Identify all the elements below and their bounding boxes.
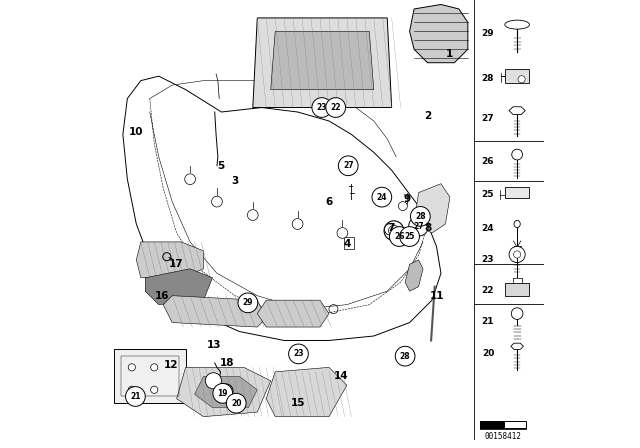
Text: 17: 17: [168, 259, 183, 269]
Text: 1: 1: [446, 49, 454, 59]
Polygon shape: [414, 184, 450, 233]
Circle shape: [312, 98, 332, 117]
Circle shape: [326, 98, 346, 117]
Text: 20: 20: [482, 349, 494, 358]
Text: 27: 27: [482, 114, 494, 123]
Text: 21: 21: [482, 317, 494, 326]
Circle shape: [388, 225, 399, 236]
Polygon shape: [271, 31, 374, 90]
Text: 16: 16: [155, 291, 170, 301]
Circle shape: [513, 251, 521, 258]
Text: 10: 10: [129, 127, 143, 137]
Text: 21: 21: [130, 392, 141, 401]
Circle shape: [400, 227, 419, 246]
Circle shape: [385, 224, 396, 235]
Circle shape: [205, 373, 221, 389]
Ellipse shape: [505, 20, 529, 29]
Text: 15: 15: [291, 398, 305, 408]
Text: 00158412: 00158412: [484, 432, 522, 441]
Polygon shape: [145, 269, 212, 305]
Text: 22: 22: [482, 286, 494, 295]
Text: 8: 8: [425, 223, 432, 233]
Text: 23: 23: [293, 349, 304, 358]
Text: 7: 7: [387, 224, 394, 233]
Text: 24: 24: [482, 224, 494, 233]
Circle shape: [238, 293, 258, 313]
Text: 18: 18: [220, 358, 234, 368]
Circle shape: [212, 196, 222, 207]
Text: 29: 29: [243, 298, 253, 307]
Text: 11: 11: [430, 291, 445, 301]
Text: 26: 26: [394, 232, 404, 241]
Polygon shape: [136, 242, 204, 278]
Text: 22: 22: [330, 103, 341, 112]
Circle shape: [372, 187, 392, 207]
Polygon shape: [511, 343, 524, 349]
Text: 26: 26: [482, 157, 494, 166]
Circle shape: [213, 383, 233, 403]
Circle shape: [150, 364, 158, 371]
Polygon shape: [163, 296, 266, 327]
Circle shape: [219, 384, 233, 398]
Text: 27: 27: [343, 161, 353, 170]
Text: 12: 12: [164, 360, 179, 370]
Circle shape: [337, 228, 348, 238]
Polygon shape: [177, 367, 271, 417]
Circle shape: [409, 216, 428, 236]
Circle shape: [410, 207, 430, 226]
Text: 24: 24: [376, 193, 387, 202]
Circle shape: [398, 202, 408, 211]
FancyBboxPatch shape: [505, 283, 529, 296]
Text: 28: 28: [415, 212, 426, 221]
Circle shape: [289, 344, 308, 364]
Text: 13: 13: [207, 340, 221, 350]
Polygon shape: [481, 421, 504, 428]
Circle shape: [339, 156, 358, 176]
Circle shape: [396, 346, 415, 366]
Text: 25: 25: [482, 190, 494, 199]
Polygon shape: [410, 4, 468, 63]
Text: 19: 19: [218, 389, 228, 398]
Circle shape: [185, 174, 195, 185]
Circle shape: [128, 364, 136, 371]
Text: 5: 5: [217, 161, 224, 171]
Polygon shape: [266, 367, 347, 417]
Polygon shape: [257, 300, 329, 327]
Circle shape: [125, 387, 145, 406]
Polygon shape: [114, 349, 186, 403]
Text: 4: 4: [343, 239, 351, 249]
Text: 9: 9: [404, 194, 411, 204]
Text: 2: 2: [424, 112, 431, 121]
FancyBboxPatch shape: [505, 69, 529, 83]
Circle shape: [248, 210, 258, 220]
Circle shape: [512, 149, 522, 160]
Text: 28: 28: [482, 74, 494, 83]
Polygon shape: [509, 107, 525, 115]
Text: 27: 27: [413, 222, 424, 231]
FancyBboxPatch shape: [505, 187, 529, 198]
Circle shape: [227, 393, 246, 413]
Circle shape: [384, 221, 404, 241]
Circle shape: [509, 246, 525, 263]
Text: 3: 3: [231, 177, 239, 186]
Text: 14: 14: [334, 371, 349, 381]
Circle shape: [128, 386, 136, 393]
Circle shape: [511, 308, 523, 319]
Text: 28: 28: [400, 352, 410, 361]
Text: 29: 29: [482, 29, 494, 38]
Circle shape: [390, 227, 409, 246]
Text: 23: 23: [317, 103, 327, 112]
Text: 20: 20: [231, 399, 241, 408]
Ellipse shape: [514, 220, 520, 228]
Text: 6: 6: [325, 197, 333, 207]
Circle shape: [518, 76, 525, 83]
Polygon shape: [405, 260, 423, 291]
Text: 25: 25: [404, 232, 415, 241]
Circle shape: [150, 386, 158, 393]
Polygon shape: [195, 376, 257, 408]
Text: 23: 23: [482, 255, 494, 264]
Circle shape: [292, 219, 303, 229]
Polygon shape: [253, 18, 392, 108]
